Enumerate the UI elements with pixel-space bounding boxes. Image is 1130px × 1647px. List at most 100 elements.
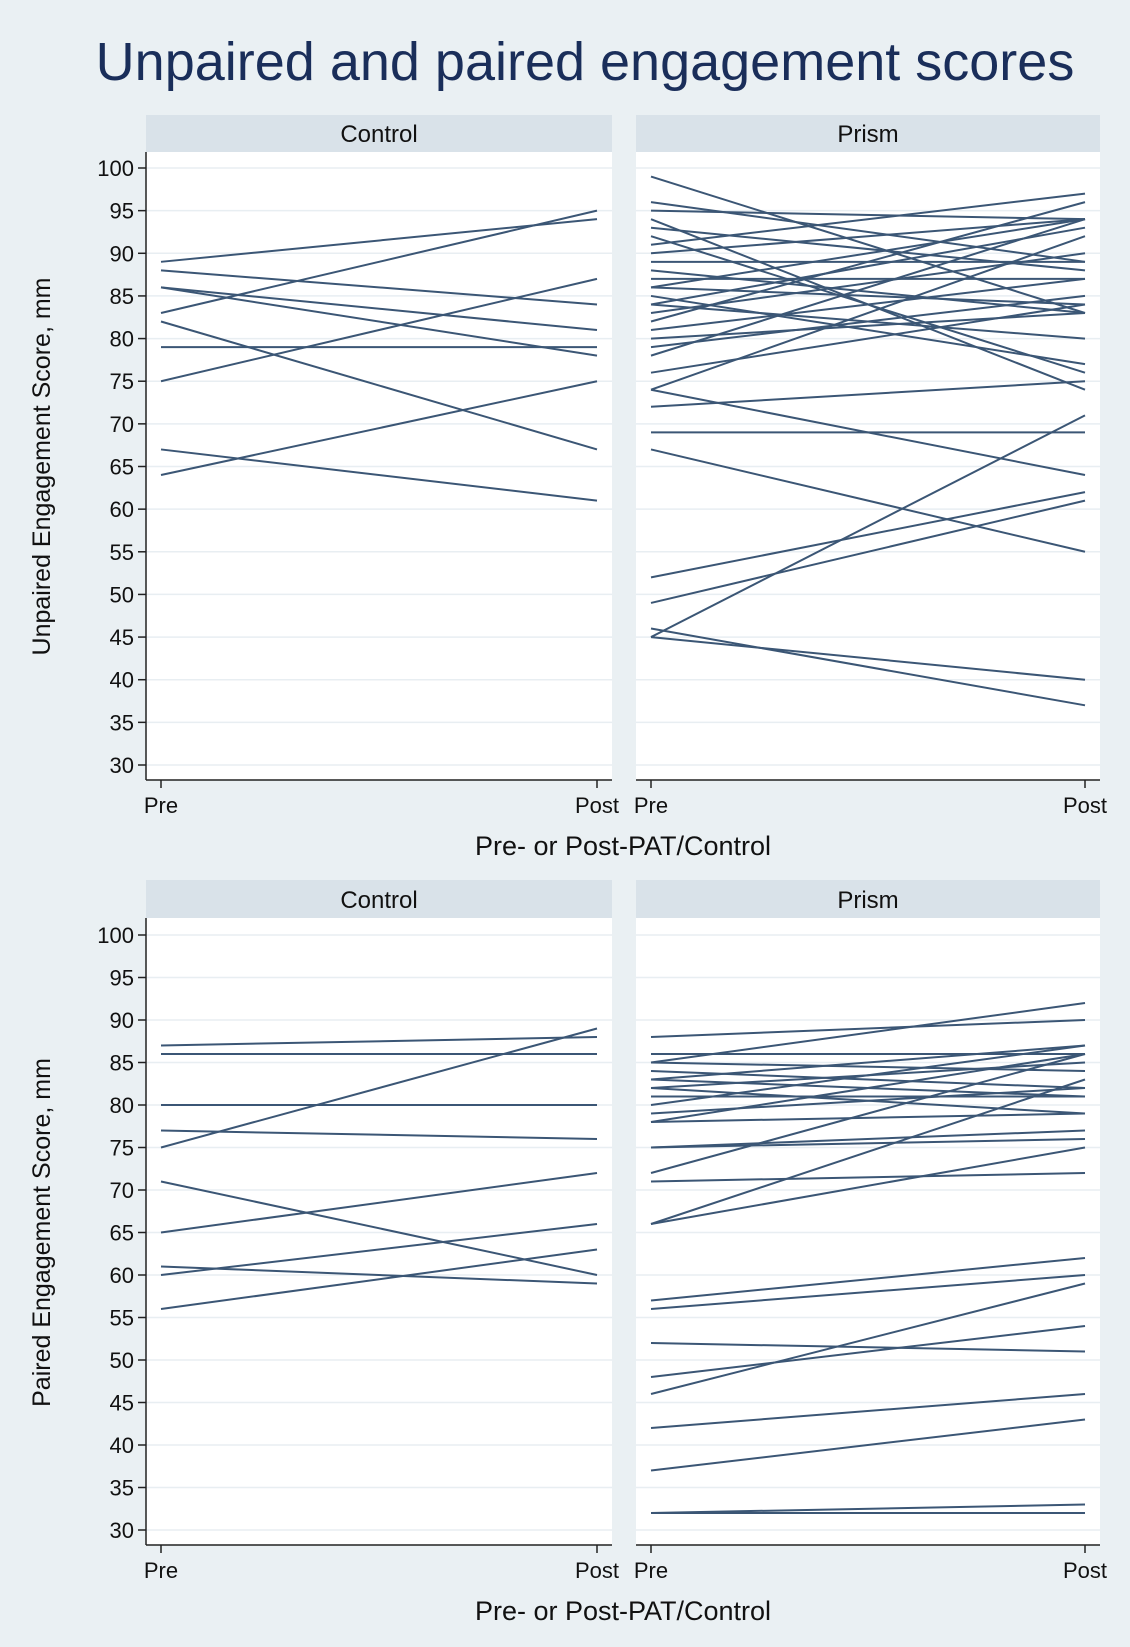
series-line <box>160 218 598 263</box>
x-tick-label: Post <box>575 793 619 818</box>
series-line <box>160 286 598 332</box>
panel-strip <box>636 115 1100 152</box>
series-line <box>650 218 1086 289</box>
series-line <box>650 311 1086 340</box>
series-line <box>650 269 1086 314</box>
series-line <box>160 1027 598 1149</box>
y-tick-label: 45 <box>110 1391 134 1416</box>
panel-strip-label: Prism <box>837 121 898 148</box>
series-line <box>650 209 1086 221</box>
series-line <box>650 1257 1086 1302</box>
series-line <box>650 1053 1086 1174</box>
y-tick-label: 40 <box>110 1433 134 1458</box>
series-line <box>650 1274 1086 1310</box>
y-tick-label: 100 <box>97 923 134 948</box>
panel-strip <box>146 880 612 918</box>
series-line <box>160 1036 598 1047</box>
series-line <box>650 1146 1086 1225</box>
series-line <box>650 1138 1086 1149</box>
series-line <box>160 1265 598 1285</box>
y-tick-label: 100 <box>97 156 134 181</box>
y-tick-label: 80 <box>110 327 134 352</box>
series-line <box>650 235 1086 391</box>
series-line <box>650 1044 1086 1106</box>
figure-title: Unpaired and paired engagement scores <box>96 32 1075 92</box>
y-tick-label: 35 <box>110 1476 134 1501</box>
series-line <box>650 294 1086 366</box>
y-tick-label: 65 <box>110 455 134 480</box>
series-line <box>650 1129 1086 1149</box>
x-tick-label: Pre <box>144 1558 178 1583</box>
series-line <box>650 303 1086 374</box>
y-tick-label: 35 <box>110 710 134 735</box>
x-tick-label: Pre <box>144 793 178 818</box>
y-tick-label: 95 <box>110 199 134 224</box>
series-line <box>650 1087 1086 1115</box>
series-line <box>160 1129 598 1140</box>
series-line <box>650 175 1086 314</box>
x-axis-title: Pre- or Post-PAT/Control <box>475 831 771 861</box>
y-tick-label: 60 <box>110 1263 134 1288</box>
series-line <box>650 414 1086 638</box>
series-line <box>650 1393 1086 1429</box>
x-tick-label: Post <box>1063 1558 1107 1583</box>
series-line <box>160 277 598 383</box>
y-tick-label: 30 <box>110 1518 134 1543</box>
panel-strip <box>636 880 1100 918</box>
x-tick-label: Post <box>1063 793 1107 818</box>
series-line <box>650 1078 1086 1225</box>
y-tick-label: 50 <box>110 582 134 607</box>
y-tick-label: 70 <box>110 412 134 437</box>
series-line <box>160 286 598 357</box>
y-tick-label: 90 <box>110 241 134 266</box>
series-line <box>650 1044 1086 1081</box>
y-tick-label: 55 <box>110 1306 134 1331</box>
series-line <box>650 499 1086 604</box>
series-line <box>650 627 1086 707</box>
series-line <box>650 1053 1086 1123</box>
y-tick-label: 60 <box>110 497 134 522</box>
series-line <box>650 1061 1086 1072</box>
chart-1: Control Pre Post 30 35 40 45 50 55 60 65 70 75 80 85 90… <box>28 115 1107 861</box>
series-line <box>650 380 1086 408</box>
y-axis-title: Paired Engagement Score, mm <box>28 1058 56 1407</box>
y-tick-label: 85 <box>110 1051 134 1076</box>
series-line <box>160 269 598 306</box>
series-line <box>160 320 598 451</box>
series-line <box>160 1223 598 1276</box>
y-tick-label: 30 <box>110 753 134 778</box>
series-line <box>650 286 1086 306</box>
series-line <box>650 1418 1086 1472</box>
y-tick-label: 75 <box>110 1136 134 1161</box>
series-line <box>650 1172 1086 1183</box>
series-line <box>650 491 1086 579</box>
series-line <box>650 218 1086 255</box>
series-line <box>650 1282 1086 1395</box>
series-line <box>650 1325 1086 1378</box>
y-tick-label: 65 <box>110 1221 134 1246</box>
series-line <box>650 294 1086 349</box>
series-line <box>650 201 1086 323</box>
series-line <box>650 252 1086 314</box>
y-tick-label: 70 <box>110 1178 134 1203</box>
y-tick-label: 55 <box>110 540 134 565</box>
y-tick-label: 95 <box>110 966 134 991</box>
panel-strip <box>146 115 612 152</box>
chart-2: Control Pre Post 30 35 40 45 50 55 60 65 70 75 80 85 90… <box>28 880 1107 1626</box>
series-line <box>650 448 1086 553</box>
series-line <box>650 1503 1086 1514</box>
series-line <box>650 636 1086 681</box>
y-tick-label: 75 <box>110 369 134 394</box>
series-line <box>650 1019 1086 1038</box>
y-tick-label: 45 <box>110 625 134 650</box>
series-line <box>160 209 598 314</box>
x-axis-title: Pre- or Post-PAT/Control <box>475 1596 771 1626</box>
y-tick-label: 85 <box>110 284 134 309</box>
series-line <box>160 1172 598 1234</box>
series-line <box>160 448 598 502</box>
series-line <box>650 1342 1086 1353</box>
y-tick-label: 80 <box>110 1093 134 1118</box>
x-tick-label: Post <box>575 1558 619 1583</box>
series-line <box>650 1112 1086 1123</box>
